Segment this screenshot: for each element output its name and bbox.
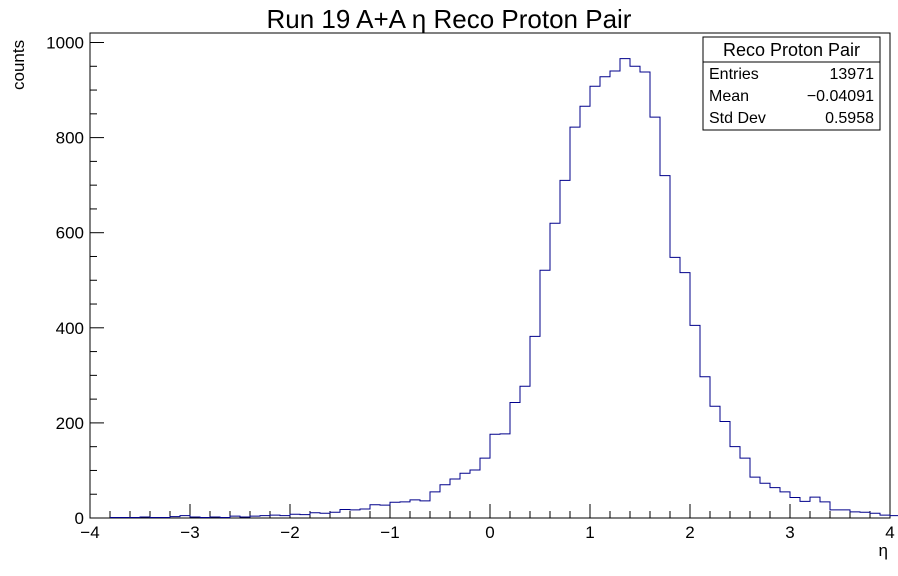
stats-entries-value: 13971 [830, 66, 875, 83]
x-axis-ticks: −4 −3 −2 −1 0 1 2 3 4 [80, 504, 895, 542]
stats-box-title: Reco Proton Pair [723, 40, 860, 60]
y-tick-label: 600 [56, 224, 84, 243]
stats-box-frame [702, 36, 881, 131]
x-tick-label: 1 [585, 523, 594, 542]
stats-mean-label: Mean [709, 88, 749, 105]
y-axis-ticks: 0 200 400 600 800 1000 [46, 34, 104, 528]
y-tick-label: 200 [56, 414, 84, 433]
x-tick-label: 2 [685, 523, 694, 542]
x-tick-label: −1 [380, 523, 399, 542]
x-axis-label: η [879, 541, 888, 560]
y-tick-label: 400 [56, 319, 84, 338]
y-tick-label: 800 [56, 129, 84, 148]
x-tick-label: −3 [180, 523, 199, 542]
stats-mean-value: −0.04091 [807, 88, 874, 105]
x-tick-label: 4 [885, 523, 894, 542]
x-tick-label: 0 [485, 523, 494, 542]
stats-box: Reco Proton Pair Entries 13971 Mean −0.0… [702, 36, 881, 131]
stats-stddev-value: 0.5958 [825, 110, 874, 127]
x-tick-label: 3 [785, 523, 794, 542]
x-tick-label: −2 [280, 523, 299, 542]
chart-title: Run 19 A+A η Reco Proton Pair [267, 4, 632, 34]
histogram-line [110, 58, 898, 519]
y-tick-label: 0 [75, 509, 84, 528]
x-tick-label: −4 [80, 523, 99, 542]
y-tick-label: 1000 [46, 34, 84, 53]
stats-stddev-label: Std Dev [709, 110, 766, 127]
stats-entries-label: Entries [709, 66, 759, 83]
y-axis-label: counts [9, 40, 28, 90]
